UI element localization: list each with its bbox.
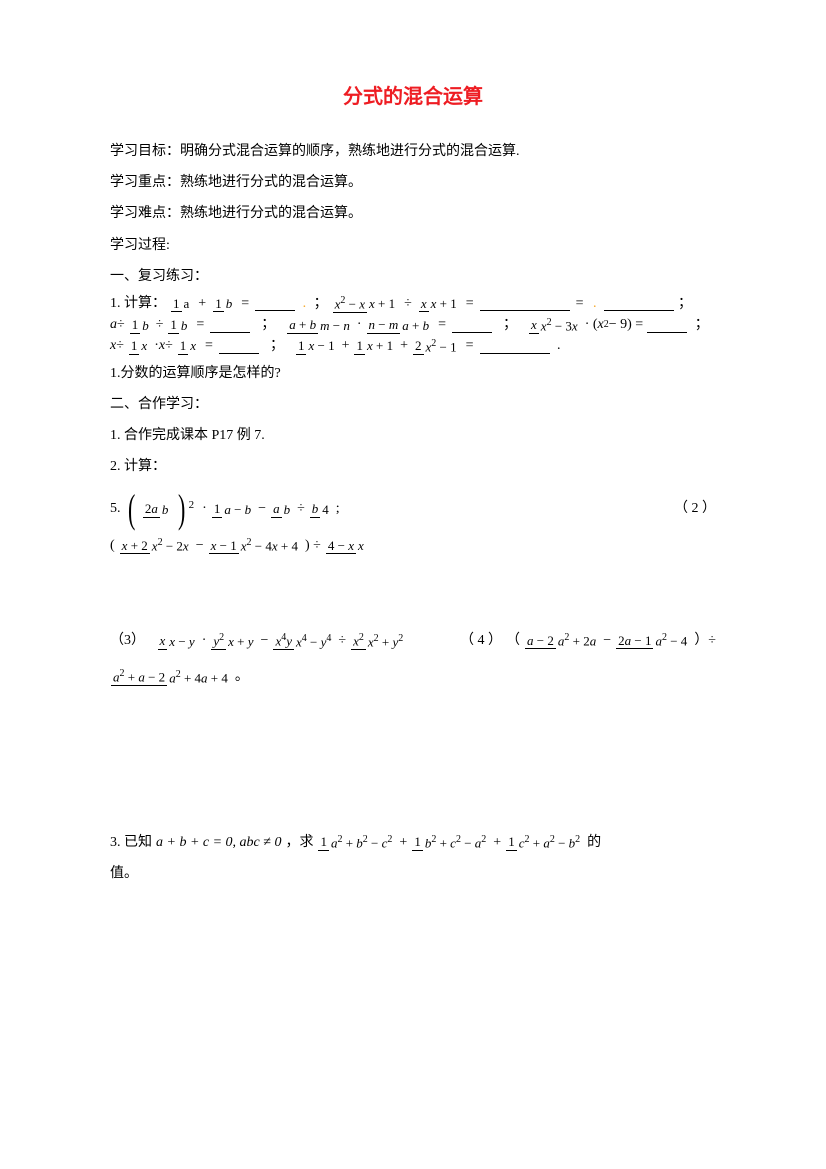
p3-label: （3） — [110, 634, 145, 648]
frac-x4y: x4yx4 − y4 — [273, 632, 333, 650]
diff-label: 学习难点： — [110, 206, 180, 221]
problem-5: 5. ( 2ab )2 · 1a − b − ab ÷ b4 ; — [110, 489, 340, 529]
frac-term1: 1a2 + b2 − c2 — [318, 834, 394, 851]
calc-label: 1. 计算： — [110, 297, 166, 311]
frac-2-x21: 2x2 − 1 — [413, 338, 459, 355]
q3-prefix: 3. 已知 — [110, 836, 152, 850]
frac-1-x2: 1x — [178, 338, 198, 355]
problem-4: （ 4 ） （ a − 2a2 + 2a − 2a − 1a2 − 4 ）÷ — [460, 632, 716, 649]
frac-1-x: 1x — [129, 338, 149, 355]
frac-1-b3: 1b — [168, 317, 189, 334]
calc-row-1: 1. 计算： 1a + 1b = . ； x2 − xx + 1 ÷ xx + … — [110, 295, 716, 313]
problem-3: （3） xx − y · y2x + y − x4yx4 − y4 ÷ x2x2… — [110, 632, 406, 650]
problem-5-row: 5. ( 2ab )2 · 1a − b − ab ÷ b4 ; （ 2 ） — [110, 485, 716, 533]
blank — [480, 339, 550, 354]
accent-dot: . — [299, 297, 310, 311]
worksheet-page: 分式的混合运算 学习目标：明确分式混合运算的顺序，熟练地进行分式的混合运算. 学… — [0, 0, 826, 952]
goal-line: 学习目标：明确分式混合运算的顺序，熟练地进行分式的混合运算. — [110, 139, 716, 164]
frac-1-xm1: 1x − 1 — [296, 338, 337, 355]
frac-1-amb: 1a − b — [212, 501, 253, 518]
calc-row-3: x ÷ 1x · x ÷ 1x = ； 1x − 1 + 1x + 1 + 2x… — [110, 338, 716, 355]
frac-4mx: 4 − xx — [326, 538, 366, 555]
frac-am2: a − 2a2 + 2a — [525, 632, 598, 649]
blank — [255, 296, 295, 311]
focus-line: 学习重点：熟练地进行分式的混合运算。 — [110, 170, 716, 195]
problem-2-expr: ( x + 2x2 − 2x − x − 1x2 − 4x + 4 ) ÷ 4 … — [110, 537, 716, 554]
order-question: 1.分数的运算顺序是怎样的? — [110, 361, 716, 386]
frac-x-x1: xx + 1 — [419, 296, 459, 313]
section-1: 一、复习练习： — [110, 264, 716, 289]
frac-1-b: 1b — [213, 296, 234, 313]
frac-xm1: x − 1x2 − 4x + 4 — [209, 537, 300, 554]
problem-known: 3. 已知 a + b + c = 0, abc ≠ 0 ，求 1a2 + b2… — [110, 834, 716, 851]
problem-4-line2: a2 + a − 2a2 + 4a + 4 。 — [110, 668, 716, 686]
frac-a2am2: a2 + a − 2a2 + 4a + 4 — [111, 668, 230, 686]
section-2: 二、合作学习： — [110, 392, 716, 417]
q3-end: 值。 — [110, 861, 716, 886]
proc-label: 学习过程: — [110, 233, 716, 258]
p5-label: 5. — [110, 502, 121, 516]
frac-ab-mn: a + bm − n — [287, 317, 352, 334]
focus-text: 熟练地进行分式的混合运算。 — [180, 175, 362, 190]
p4-label: （ 4 ） — [460, 634, 502, 648]
period: 。 — [235, 670, 249, 684]
p2-label: （ 2 ） — [674, 485, 716, 517]
blank — [604, 296, 674, 311]
diff-line: 学习难点：熟练地进行分式的混合运算。 — [110, 201, 716, 226]
frac-1-xp1: 1x + 1 — [354, 338, 395, 355]
q3-mid: ，求 — [285, 836, 313, 850]
calc-row-2: a ÷ 1b ÷ 1b = ； a + bm − n · n − ma + b … — [110, 317, 716, 334]
frac-term3: 1c2 + a2 − b2 — [506, 834, 582, 851]
blank — [452, 318, 492, 333]
frac-2a-b: 2ab — [143, 501, 171, 518]
frac-1-b2: 1b — [130, 317, 151, 334]
goal-text: 明确分式混合运算的顺序，熟练地进行分式的混合运算. — [180, 144, 520, 159]
frac-term2: 1b2 + c2 − a2 — [412, 834, 488, 851]
problem-3-4-row: （3） xx − y · y2x + y − x4yx4 − y4 ÷ x2x2… — [110, 628, 716, 654]
blank — [647, 318, 687, 333]
frac-2am1: 2a − 1a2 − 4 — [616, 632, 689, 649]
page-title: 分式的混合运算 — [110, 80, 716, 109]
q3-suffix: 的 — [587, 836, 601, 850]
frac-x-x23x: xx2 − 3x — [529, 317, 580, 334]
frac-nm-ab: n − ma + b — [367, 317, 432, 334]
focus-label: 学习重点： — [110, 175, 180, 190]
frac-1-a: 1a — [171, 296, 191, 313]
frac-xp2: x + 2x2 − 2x — [120, 537, 191, 554]
blank — [210, 318, 250, 333]
coop-1: 1. 合作完成课本 P17 例 7. — [110, 423, 716, 448]
frac-x-xmy: xx − y — [158, 633, 197, 650]
diff-text: 熟练地进行分式的混合运算。 — [180, 206, 362, 221]
frac-x2x: x2 − xx + 1 — [333, 295, 398, 313]
coop-2: 2. 计算： — [110, 454, 716, 479]
accent-dot: . — [590, 297, 601, 311]
blank — [480, 296, 570, 311]
blank — [219, 339, 259, 354]
frac-a-b: ab — [271, 501, 292, 518]
frac-x2-x2y2: x2x2 + y2 — [351, 632, 405, 650]
frac-y2-xpy: y2x + y — [211, 632, 255, 650]
frac-b-4: b4 — [310, 501, 331, 518]
goal-label: 学习目标： — [110, 144, 180, 159]
